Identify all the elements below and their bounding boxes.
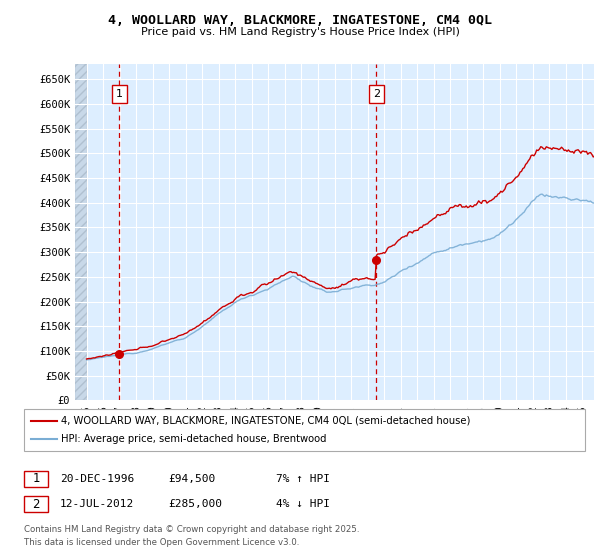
Text: £285,000: £285,000 bbox=[168, 499, 222, 509]
Text: HPI: Average price, semi-detached house, Brentwood: HPI: Average price, semi-detached house,… bbox=[61, 434, 326, 444]
Text: Contains HM Land Registry data © Crown copyright and database right 2025.
This d: Contains HM Land Registry data © Crown c… bbox=[24, 525, 359, 548]
Text: 1: 1 bbox=[32, 472, 40, 486]
Text: £94,500: £94,500 bbox=[168, 474, 215, 484]
Text: 12-JUL-2012: 12-JUL-2012 bbox=[60, 499, 134, 509]
Text: 2: 2 bbox=[373, 89, 380, 99]
Text: 4, WOOLLARD WAY, BLACKMORE, INGATESTONE, CM4 0QL: 4, WOOLLARD WAY, BLACKMORE, INGATESTONE,… bbox=[108, 14, 492, 27]
Text: 4% ↓ HPI: 4% ↓ HPI bbox=[276, 499, 330, 509]
Text: 4, WOOLLARD WAY, BLACKMORE, INGATESTONE, CM4 0QL (semi-detached house): 4, WOOLLARD WAY, BLACKMORE, INGATESTONE,… bbox=[61, 416, 470, 426]
Text: Price paid vs. HM Land Registry's House Price Index (HPI): Price paid vs. HM Land Registry's House … bbox=[140, 27, 460, 37]
Text: 20-DEC-1996: 20-DEC-1996 bbox=[60, 474, 134, 484]
Bar bbox=[75, 64, 86, 400]
Text: 7% ↑ HPI: 7% ↑ HPI bbox=[276, 474, 330, 484]
Text: 2: 2 bbox=[32, 497, 40, 511]
Text: 1: 1 bbox=[116, 89, 122, 99]
